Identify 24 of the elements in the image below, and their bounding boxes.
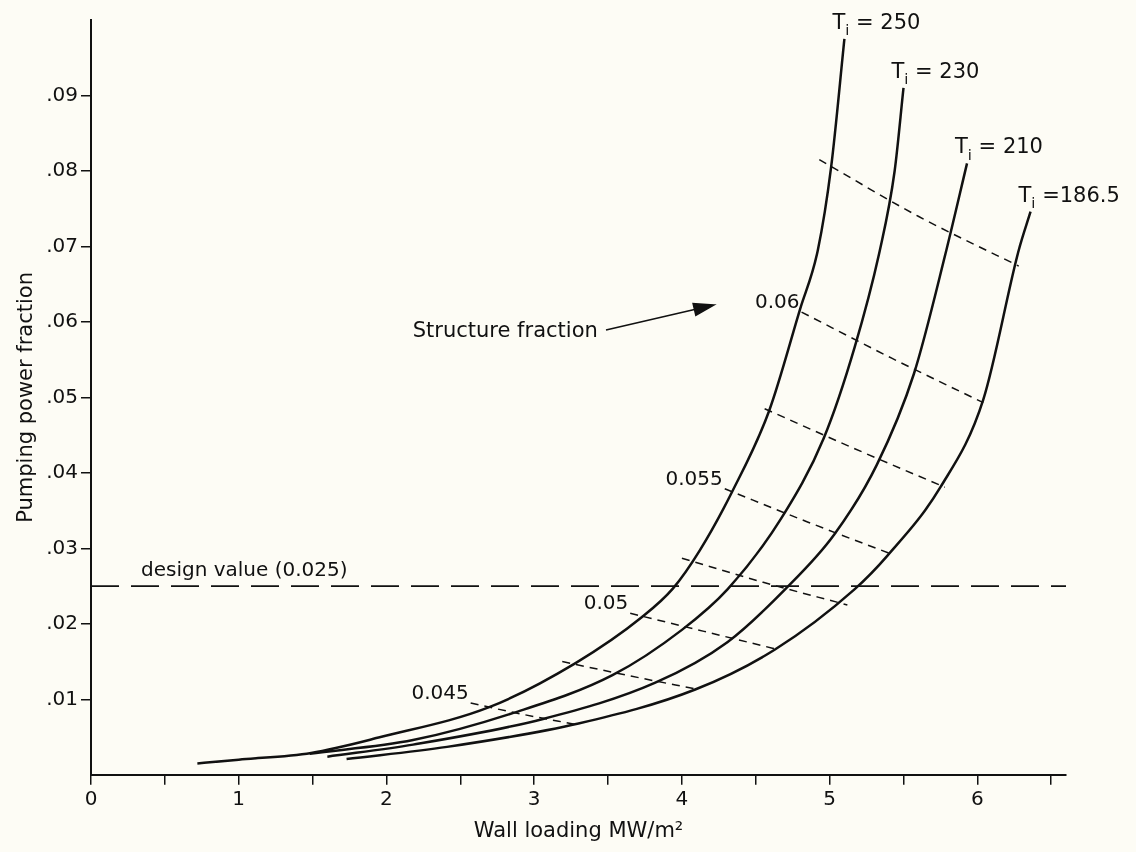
y-tick-label: .09 <box>46 81 79 106</box>
annotation: 0.045 <box>411 680 469 705</box>
x-tick-label: 6 <box>971 786 984 810</box>
x-tick-label: 5 <box>823 786 837 810</box>
x-tick-label: 1 <box>232 786 246 810</box>
y-tick-label: .04 <box>46 459 79 484</box>
x-tick-label: 4 <box>675 786 689 810</box>
y-tick-label: .07 <box>46 232 79 257</box>
x-tick-label: 0 <box>84 786 98 810</box>
annotation: 0.055 <box>665 465 723 490</box>
y-tick-label: .08 <box>46 157 79 182</box>
y-tick-label: .05 <box>46 383 79 408</box>
annotation: 0.06 <box>755 289 800 314</box>
x-axis-title: Wall loading MW/m² <box>473 817 684 842</box>
annotation: 0.05 <box>583 590 629 615</box>
annotation: Structure fraction <box>412 318 598 343</box>
y-tick-label: .02 <box>46 610 79 635</box>
x-tick-label: 3 <box>527 786 541 810</box>
x-tick-label: 2 <box>380 786 393 810</box>
y-tick-label: .03 <box>46 534 79 559</box>
y-axis-title: Pumping power fraction <box>13 272 38 523</box>
ref-line-label: design value (0.025) <box>141 557 348 582</box>
y-tick-label: .01 <box>46 685 79 710</box>
y-tick-label: .06 <box>46 308 79 333</box>
